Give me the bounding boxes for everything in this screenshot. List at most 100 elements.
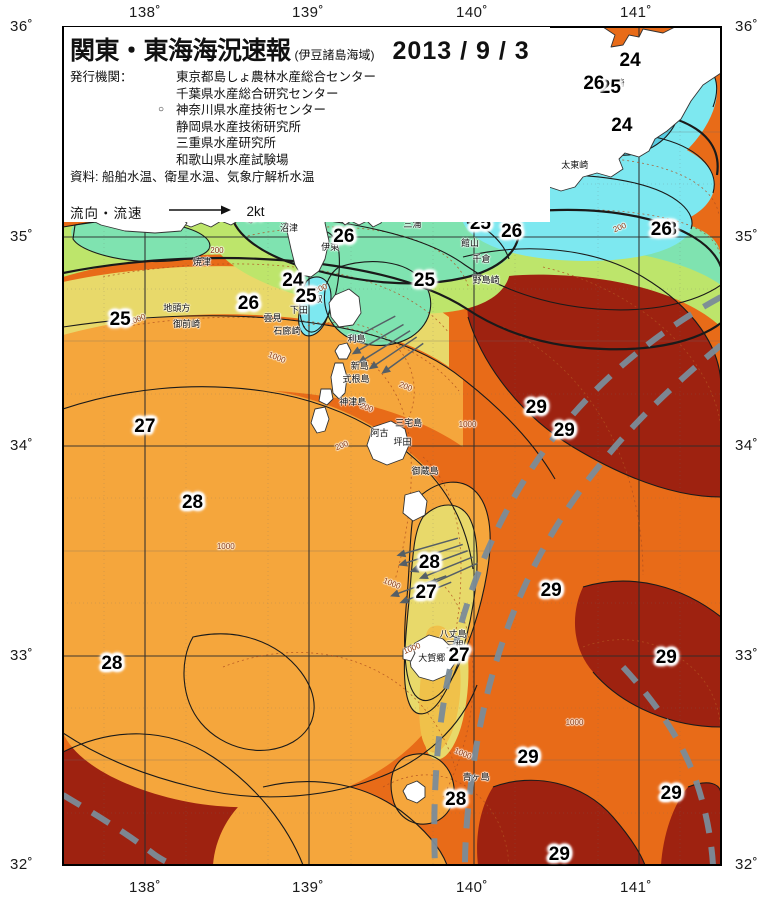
- current-arrow: [409, 550, 468, 573]
- depth-contour-label: 1000: [216, 541, 235, 551]
- isotherm-label: 24: [619, 49, 641, 71]
- current-arrow: [351, 323, 404, 355]
- isotherm-label: 24: [282, 269, 304, 291]
- lon-tick-bot-2: 140˚: [456, 879, 489, 896]
- isotherm-label: 29: [525, 397, 547, 419]
- current-arrow: [368, 336, 418, 370]
- depth-contour-label: 1000: [266, 349, 287, 366]
- place-label: 御前崎: [173, 319, 201, 330]
- isotherm-label: 29: [540, 579, 562, 601]
- page-title: 関東・東海海況速報: [70, 37, 291, 65]
- place-label: 太東崎: [561, 160, 589, 171]
- isotherm-label: 25: [599, 76, 621, 98]
- place-label: 焼津: [192, 256, 211, 267]
- depth-contour-label: 200: [398, 380, 414, 394]
- place-label: 下田: [289, 304, 308, 315]
- page-subtitle: (伊豆諸島海域): [294, 48, 375, 62]
- place-label: 三根: [446, 639, 465, 650]
- isotherm-label-layer: 2425262428252625262627242525262527292928…: [63, 27, 721, 865]
- isotherm-label: 28: [418, 552, 440, 574]
- isotherm-label: 25: [413, 269, 436, 291]
- isotherm-label: 28: [181, 491, 204, 513]
- lat-tick-right-36: 36˚: [735, 18, 759, 35]
- place-label: 坪田: [393, 436, 412, 447]
- kuroshio-axis-south: [431, 294, 721, 865]
- isotherm-label: 27: [448, 644, 470, 666]
- sst-band-30-lobe-d: [477, 780, 645, 865]
- isotherm-label: 29: [655, 646, 677, 668]
- kuroshio-branch-east: [620, 664, 716, 865]
- place-label: 伊東: [321, 241, 340, 252]
- current-arrow: [418, 556, 473, 580]
- sst-band-24d: [298, 277, 331, 336]
- place-label: 利島: [347, 334, 366, 345]
- depth-contour-label: 200: [358, 401, 375, 415]
- place-label: 三浦: [403, 218, 422, 229]
- isotherm-label: 29: [517, 747, 539, 769]
- place-label: 三宅島: [395, 417, 423, 428]
- data-source-line: 資料: 船舶水温、衛星水温、気象庁解析水温: [70, 170, 315, 184]
- land-hachijokojima: [402, 644, 416, 662]
- issuer-item-4: 三重県水産研究所: [176, 136, 277, 150]
- place-label: 石廊崎: [273, 325, 301, 336]
- lat-tick-left-34: 34˚: [10, 437, 34, 454]
- depth-contour-label: 1000: [458, 420, 477, 430]
- isotherm-label: 26: [650, 219, 672, 241]
- lon-tick-bot-0: 138˚: [129, 879, 162, 896]
- depth-contour-label: 200: [612, 220, 628, 235]
- land-toshima: [334, 342, 352, 360]
- isotherm-label: 27: [134, 416, 156, 438]
- lat-tick-right-34: 34˚: [735, 437, 759, 454]
- current-arrow-layer: [347, 315, 478, 604]
- place-label: 式根島: [342, 373, 370, 384]
- current-legend: 流向・流速 2kt: [70, 202, 550, 222]
- lon-tick-top-1: 139˚: [292, 4, 325, 21]
- isotherm-label: 27: [415, 581, 437, 603]
- depth-contour-label: 200: [334, 438, 350, 453]
- lat-tick-left-36: 36˚: [10, 18, 34, 35]
- current-arrow: [398, 543, 463, 567]
- isotherm-label: 26: [501, 221, 523, 243]
- isotherm-label: 28: [655, 219, 677, 241]
- place-label-layer: 小田原平塚横須賀観音崎荒崎三浦富津太東崎犬吠埼小湊館山千倉野島崎伊東沼津焼津地頭…: [63, 27, 721, 865]
- current-arrow: [390, 575, 447, 598]
- current-arrow: [399, 581, 452, 604]
- place-label: 新島: [350, 361, 369, 372]
- land-miyakejima: [366, 420, 410, 466]
- place-label: 千倉: [472, 254, 491, 265]
- issuer-item-1: 千葉県水産総合研究センター: [176, 86, 339, 101]
- current-arrow: [381, 342, 424, 374]
- isotherm-label: 29: [553, 420, 575, 442]
- depth-contour-label: 1000: [381, 576, 402, 592]
- legend-arrow-icon: [168, 204, 231, 219]
- land-shikinejima: [318, 388, 334, 406]
- sst-band-28c: [213, 781, 447, 865]
- issuer-list: 東京都島しょ農林水産総合センター千葉県水産総合研究センター神奈川県水産技術センタ…: [148, 69, 376, 168]
- land-izuoshima: [328, 288, 362, 328]
- lat-tick-left-35: 35˚: [10, 228, 34, 245]
- issuer-label: 発行機関：: [70, 70, 133, 84]
- lat-tick-left-33: 33˚: [10, 647, 34, 664]
- sst-band-30-lobe-a: [463, 248, 721, 497]
- place-label: 御蔵島: [411, 466, 439, 477]
- land-kozushima: [310, 406, 330, 434]
- lat-tick-left-32: 32˚: [10, 856, 34, 873]
- isotherm-label: 24: [611, 114, 633, 136]
- legend-label: 流向・流速: [70, 205, 143, 221]
- legend-value: 2kt: [246, 204, 265, 219]
- land-niijima: [330, 362, 348, 400]
- place-label: 稲取: [304, 294, 323, 305]
- kuroshio-axis-sw: [63, 792, 178, 865]
- lon-tick-top-2: 140˚: [456, 4, 489, 21]
- issuer-item-5: 和歌山県水産試験場: [176, 152, 289, 167]
- lat-tick-right-32: 32˚: [735, 856, 759, 873]
- lon-tick-bot-3: 141˚: [620, 879, 653, 896]
- place-label: 沼津: [280, 223, 299, 234]
- sst-band-30-lobe-e: [661, 782, 721, 865]
- current-arrow: [396, 537, 459, 558]
- lat-tick-right-35: 35˚: [735, 228, 759, 245]
- isotherm-label: 29: [548, 843, 570, 865]
- sst-band-28: [63, 384, 475, 808]
- land-mikurajima: [402, 490, 428, 522]
- isotherm-label: 28: [445, 789, 467, 811]
